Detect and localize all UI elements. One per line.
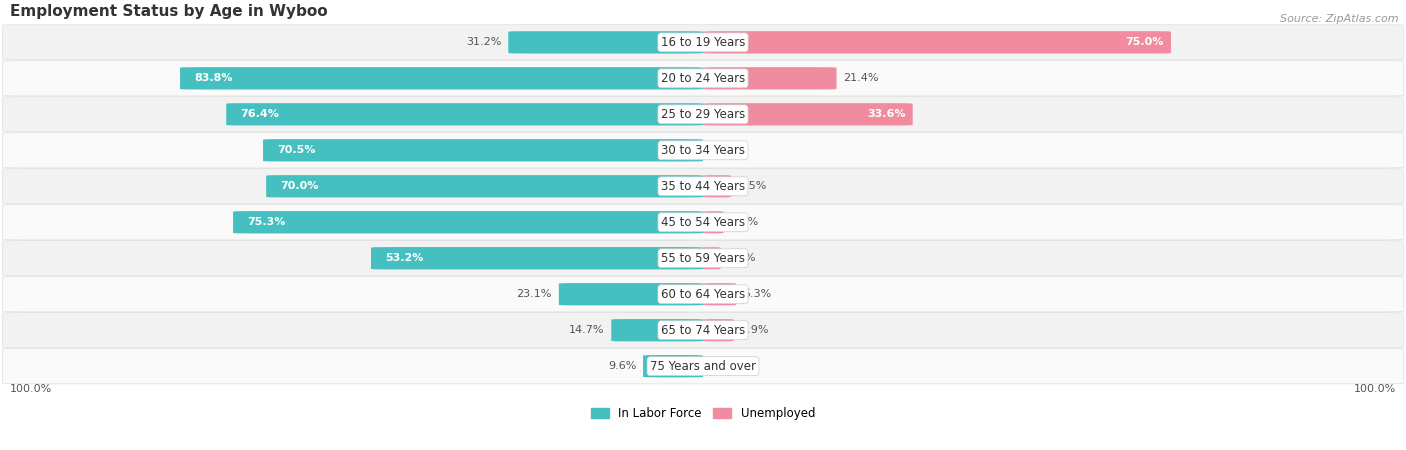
Text: 0.0%: 0.0% — [710, 361, 738, 371]
Text: 70.0%: 70.0% — [280, 181, 318, 191]
FancyBboxPatch shape — [3, 313, 1403, 348]
Text: 21.4%: 21.4% — [844, 73, 879, 83]
Text: 5.3%: 5.3% — [742, 289, 772, 299]
Text: 0.0%: 0.0% — [710, 145, 738, 155]
Legend: In Labor Force, Unemployed: In Labor Force, Unemployed — [586, 403, 820, 425]
FancyBboxPatch shape — [558, 283, 703, 306]
Text: 75.0%: 75.0% — [1126, 37, 1164, 47]
FancyBboxPatch shape — [703, 175, 731, 198]
Text: 60 to 64 Years: 60 to 64 Years — [661, 288, 745, 301]
Text: 9.6%: 9.6% — [607, 361, 636, 371]
FancyBboxPatch shape — [3, 205, 1403, 240]
Text: 100.0%: 100.0% — [10, 384, 52, 394]
FancyBboxPatch shape — [3, 241, 1403, 276]
FancyBboxPatch shape — [3, 349, 1403, 384]
Text: 30 to 34 Years: 30 to 34 Years — [661, 144, 745, 157]
FancyBboxPatch shape — [703, 103, 912, 126]
FancyBboxPatch shape — [643, 355, 703, 378]
FancyBboxPatch shape — [509, 31, 703, 54]
Text: 83.8%: 83.8% — [194, 73, 232, 83]
Text: 31.2%: 31.2% — [465, 37, 502, 47]
Text: 75 Years and over: 75 Years and over — [650, 360, 756, 373]
Text: 23.1%: 23.1% — [516, 289, 553, 299]
FancyBboxPatch shape — [3, 169, 1403, 204]
FancyBboxPatch shape — [266, 175, 703, 198]
Text: 55 to 59 Years: 55 to 59 Years — [661, 252, 745, 265]
FancyBboxPatch shape — [3, 277, 1403, 312]
Text: 45 to 54 Years: 45 to 54 Years — [661, 216, 745, 229]
Text: 4.9%: 4.9% — [741, 325, 769, 335]
FancyBboxPatch shape — [263, 139, 703, 162]
FancyBboxPatch shape — [226, 103, 703, 126]
FancyBboxPatch shape — [3, 61, 1403, 96]
Text: 35 to 44 Years: 35 to 44 Years — [661, 180, 745, 193]
FancyBboxPatch shape — [3, 25, 1403, 60]
Text: 100.0%: 100.0% — [1354, 384, 1396, 394]
FancyBboxPatch shape — [233, 211, 703, 234]
FancyBboxPatch shape — [703, 319, 734, 342]
Text: 20 to 24 Years: 20 to 24 Years — [661, 72, 745, 85]
Text: 3.3%: 3.3% — [731, 217, 759, 227]
Text: 2.8%: 2.8% — [727, 253, 756, 263]
Text: 53.2%: 53.2% — [385, 253, 423, 263]
Text: 16 to 19 Years: 16 to 19 Years — [661, 36, 745, 49]
FancyBboxPatch shape — [703, 211, 724, 234]
Text: 76.4%: 76.4% — [240, 109, 278, 119]
Text: 25 to 29 Years: 25 to 29 Years — [661, 108, 745, 121]
FancyBboxPatch shape — [3, 97, 1403, 132]
Text: 75.3%: 75.3% — [247, 217, 285, 227]
Text: 14.7%: 14.7% — [569, 325, 605, 335]
Text: 33.6%: 33.6% — [868, 109, 905, 119]
FancyBboxPatch shape — [371, 247, 703, 270]
FancyBboxPatch shape — [3, 133, 1403, 168]
Text: Employment Status by Age in Wyboo: Employment Status by Age in Wyboo — [10, 4, 328, 19]
Text: Source: ZipAtlas.com: Source: ZipAtlas.com — [1281, 14, 1399, 23]
FancyBboxPatch shape — [703, 283, 737, 306]
Text: 70.5%: 70.5% — [277, 145, 315, 155]
Text: 65 to 74 Years: 65 to 74 Years — [661, 324, 745, 337]
FancyBboxPatch shape — [180, 67, 703, 90]
FancyBboxPatch shape — [703, 247, 720, 270]
Text: 4.5%: 4.5% — [738, 181, 766, 191]
FancyBboxPatch shape — [703, 67, 837, 90]
FancyBboxPatch shape — [612, 319, 703, 342]
FancyBboxPatch shape — [703, 31, 1171, 54]
